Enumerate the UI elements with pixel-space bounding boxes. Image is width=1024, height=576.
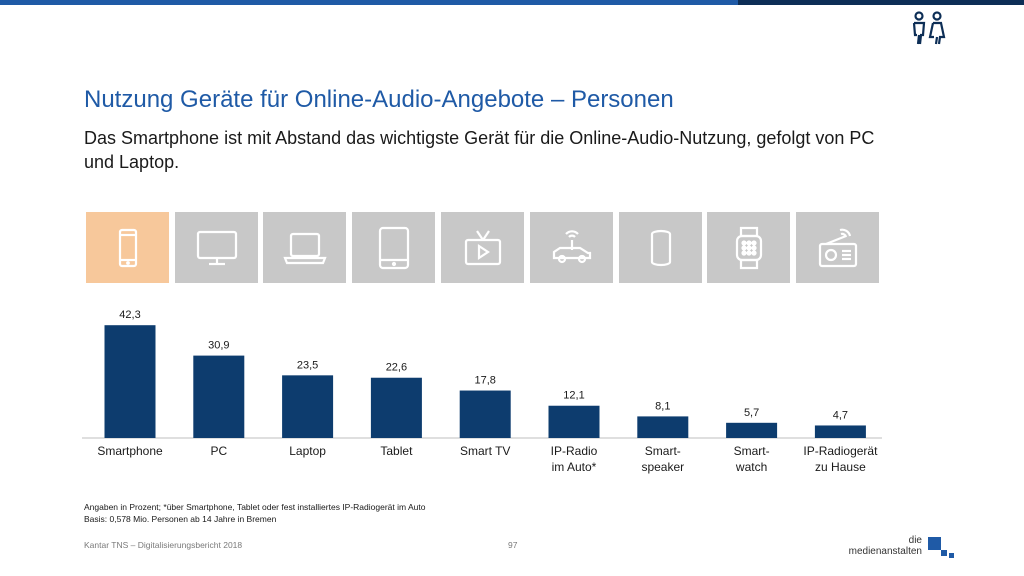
pc-monitor-icon [175, 212, 258, 283]
bar [814, 425, 866, 438]
page-number: 97 [508, 540, 518, 550]
category-label: IP-Radiogerät [803, 444, 878, 458]
bar-value-label: 22,6 [386, 362, 407, 374]
bar [637, 416, 689, 438]
bar-value-label: 17,8 [474, 375, 495, 387]
category-label: watch [735, 460, 767, 474]
bar-value-label: 42,3 [119, 309, 140, 321]
footnote-basis: Basis: 0,578 Mio. Personen ab 14 Jahre i… [84, 514, 277, 524]
bar [104, 325, 156, 438]
bar [282, 375, 334, 438]
category-label: IP-Radio [551, 444, 598, 458]
tablet-icon [352, 212, 435, 283]
laptop-icon [263, 212, 346, 283]
bar-value-label: 30,9 [208, 340, 229, 352]
bar-value-label: 4,7 [833, 409, 848, 421]
category-label: Smart TV [460, 444, 510, 458]
category-label: Smartphone [97, 444, 163, 458]
car-radio-icon [530, 212, 613, 283]
bar-value-label: 12,1 [563, 390, 584, 402]
bar [726, 422, 778, 438]
page-subtitle: Das Smartphone ist mit Abstand das wicht… [84, 128, 875, 172]
medienanstalten-logo-mark [928, 537, 954, 558]
bar [548, 405, 600, 438]
category-label: speaker [641, 460, 684, 474]
category-label: Smart- [734, 444, 770, 458]
ip-radio-icon [796, 212, 879, 283]
bar [193, 355, 245, 438]
logo-text-medienanstalten: medienanstalten [848, 546, 922, 557]
top-accent-bar-dark [738, 0, 1024, 5]
bar [459, 390, 511, 438]
persons-icon [912, 11, 946, 45]
bar-chart: 42,3 Smartphone 30,9 PC 23,5 Laptop 22,6 Tablet… [82, 309, 882, 474]
category-label: im Auto* [552, 460, 597, 474]
page-title: Nutzung Geräte für Online-Audio-Angebote… [84, 86, 674, 113]
footnote-units: Angaben in Prozent; *über Smartphone, Ta… [84, 502, 426, 512]
smartphone-icon [86, 212, 169, 283]
bar-value-label: 23,5 [297, 359, 318, 371]
logo-text-die: die [908, 535, 922, 546]
bar [370, 377, 422, 438]
smart-tv-icon [441, 212, 524, 283]
category-label: PC [210, 444, 227, 458]
category-label: Tablet [380, 444, 413, 458]
category-label: Laptop [289, 444, 326, 458]
category-label: zu Hause [815, 460, 866, 474]
bar-value-label: 8,1 [655, 400, 670, 412]
bar-value-label: 5,7 [744, 407, 759, 419]
top-accent-bar [0, 0, 738, 5]
smartwatch-icon [707, 212, 790, 283]
category-label: Smart- [645, 444, 681, 458]
smart-speaker-icon [619, 212, 702, 283]
footer-source: Kantar TNS – Digitalisierungsbericht 201… [84, 540, 243, 550]
